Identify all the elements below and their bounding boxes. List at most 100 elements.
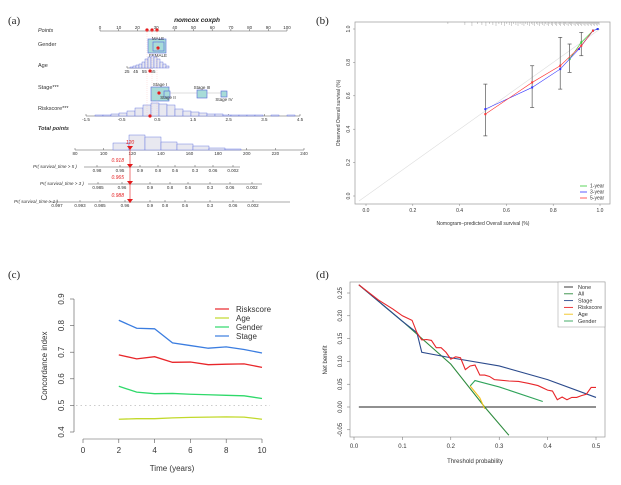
x-tick-label-b: 0.6 [503, 208, 510, 214]
nomogram-tick-label: 0.993 [74, 203, 86, 208]
nomogram-row-label: Pr( survival_time > 1 ) [14, 199, 58, 204]
y-tick-label-b: 0.2 [346, 159, 352, 166]
riskscore-hist-bar [254, 114, 264, 117]
x-tick-label-b: 0.2 [409, 208, 416, 214]
nomogram-tick-label: 200 [243, 151, 251, 156]
age-hist-bar [150, 55, 155, 69]
nomogram-tick-label: 0.9 [147, 185, 154, 190]
stage-box-ii [163, 90, 171, 98]
panel-d: (d) 0.0 0.1 0.2 0.3 0.4 0.5-0.050.000.050.100… [316, 269, 606, 465]
age-hist-bar [144, 58, 149, 69]
series-point-3-year [559, 68, 562, 71]
plot-frame-b [354, 21, 611, 205]
legend-label-c: Gender [236, 323, 263, 332]
nomogram-tick-label: 30 [154, 25, 160, 30]
riskscore-hist-bar [150, 102, 160, 117]
x-tick-label-c: 2 [117, 446, 122, 455]
totalpoints-hist-bar [144, 136, 162, 151]
nomogram-tick-label: 0.5 [154, 117, 161, 122]
prediction-marker [127, 181, 133, 185]
nomogram-title: nomcox coxph [174, 17, 220, 24]
age-hist-bar [132, 65, 137, 69]
riskscore-hist-bar [174, 108, 184, 117]
prediction-marker [127, 164, 133, 168]
y-tick-label-c: 0.7 [57, 346, 66, 358]
series-line-Riskscore [118, 354, 263, 369]
nomogram-tick-label: 0.8 [162, 203, 169, 208]
prediction-marker [127, 199, 133, 203]
nomogram-tick-label: 80 [247, 25, 253, 30]
panel-label-d: (d) [316, 269, 329, 281]
riskscore-hist-bar [198, 112, 208, 117]
nomogram-tick-label: 55 [142, 69, 148, 74]
y-tick-label-d: 0.20 [338, 309, 344, 321]
stage-level-label: Stage II [160, 95, 176, 100]
riskscore-hist-bar [118, 112, 128, 117]
nomogram-tick-label: 140 [157, 151, 165, 156]
nomogram-tick-label: 180 [214, 151, 222, 156]
nomogram-tick-label: 4.5 [297, 117, 304, 122]
y-tick-label-b: 1.0 [346, 25, 352, 32]
series-line-All [358, 284, 510, 436]
nomogram-tick-label: 0.96 [118, 185, 127, 190]
age-hist-bar [129, 66, 134, 69]
age-hist-bar [141, 61, 146, 69]
series-line-Riskscore [358, 284, 596, 401]
y-tick-label-d: 0.15 [338, 332, 344, 344]
nomogram-tick-label: 45 [133, 69, 139, 74]
legend-label-d: None [578, 285, 591, 291]
riskscore-hist-bar [94, 114, 104, 117]
prediction-value: 0.918 [111, 158, 124, 164]
x-tick-label-b: 1.0 [597, 208, 604, 214]
nomogram-row-label: Total points [38, 126, 69, 132]
dca-plot: 0.0 0.1 0.2 0.3 0.4 0.5 -0.05 0.00 0.05 0.10 0.15 0… [338, 281, 606, 450]
age-hist-bar [156, 58, 161, 69]
nomogram-tick-label: 0.8 [155, 168, 162, 173]
age-hist-bar [162, 63, 167, 69]
stage-box-iv [220, 90, 228, 98]
nomogram-tick-label: 0.6 [172, 168, 179, 173]
age-hist-bar [159, 61, 164, 69]
gender-level-label: FEMALE [149, 53, 167, 58]
totalpoints-hist-bar [176, 143, 194, 151]
riskscore-hist-bar [102, 114, 112, 117]
riskscore-hist-bar [214, 113, 224, 117]
riskscore-hist-bar [230, 114, 240, 117]
nomogram-tick-label: 0.96 [121, 203, 130, 208]
nomogram-tick-label: 0.3 [207, 203, 214, 208]
riskscore-hist-bar [110, 113, 120, 117]
nomogram-tick-label: 160 [186, 151, 194, 156]
legend-label-d: Riskscore [578, 305, 602, 311]
riskscore-hist-bar [190, 111, 200, 117]
y-tick-label-d: 0.10 [338, 355, 344, 367]
nomogram-tick-label: 60 [210, 25, 216, 30]
nomogram-tick-label: -1.5 [82, 117, 90, 122]
x-tick-label-c: 6 [188, 446, 193, 455]
x-tick-label-d: 0.3 [495, 444, 504, 450]
nomogram-tick-label: 100 [283, 25, 291, 30]
cindex-plot: 0.4 0.5 0.6 0.7 0.8 0.9 0 2 4 6 8 10 RiskscoreAgeGen… [57, 293, 272, 455]
x-axis-label-b: Nomogram−predicted Overall survival (%) [437, 221, 530, 227]
x-tick-label-d: 0.4 [543, 444, 552, 450]
riskscore-hist-bar [182, 110, 192, 117]
nomogram-tick-label: 0.002 [246, 185, 258, 190]
x-tick-label-c: 4 [152, 446, 157, 455]
nomogram-tick-label: 0.9 [137, 168, 144, 173]
riskscore-marker [148, 114, 152, 118]
totalpoints-hist-bar [208, 147, 226, 151]
nomogram-tick-label: 100 [100, 151, 108, 156]
series-line-Gender [118, 385, 263, 400]
y-tick-label-d: 0.00 [338, 401, 344, 413]
legend-label-b: 3-year [590, 190, 605, 196]
nomogram-row-label: Stage*** [38, 85, 60, 91]
y-tick-label-d: 0.25 [338, 287, 344, 299]
nomogram-tick-label: 0.6 [185, 185, 192, 190]
panel-a: (a) nomcox coxph Points 0 10 20 30 40 50 60 70 80… [8, 15, 308, 208]
y-axis-label-c: Concordance index [40, 332, 49, 401]
series-point-3-year [596, 28, 599, 30]
x-tick-label-b: 0.8 [550, 208, 557, 214]
y-tick-label-d: -0.05 [338, 422, 344, 436]
legend-label-d: All [578, 292, 584, 298]
age-marker [148, 69, 152, 73]
